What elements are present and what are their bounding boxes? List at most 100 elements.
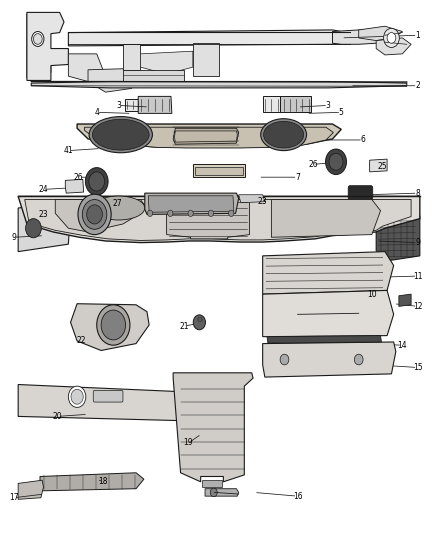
Polygon shape	[173, 128, 239, 144]
Circle shape	[87, 205, 102, 224]
Text: 5: 5	[339, 108, 344, 117]
Ellipse shape	[89, 117, 152, 153]
Polygon shape	[18, 201, 71, 252]
FancyBboxPatch shape	[348, 185, 373, 199]
Text: 26: 26	[74, 173, 83, 182]
Polygon shape	[370, 159, 387, 172]
Circle shape	[32, 31, 44, 46]
Text: 4: 4	[94, 108, 99, 117]
Polygon shape	[173, 373, 253, 482]
Polygon shape	[332, 30, 385, 44]
Circle shape	[101, 310, 126, 340]
Text: 9: 9	[415, 238, 420, 247]
Circle shape	[71, 389, 83, 404]
Ellipse shape	[92, 119, 149, 150]
Polygon shape	[25, 199, 411, 240]
Text: 11: 11	[413, 272, 422, 280]
Polygon shape	[280, 96, 311, 112]
Text: 19: 19	[184, 439, 193, 448]
Polygon shape	[18, 196, 420, 243]
Text: 1: 1	[415, 31, 420, 40]
Polygon shape	[195, 166, 243, 175]
Polygon shape	[205, 489, 239, 496]
Circle shape	[329, 154, 343, 170]
Polygon shape	[68, 200, 108, 214]
Ellipse shape	[261, 119, 307, 151]
Polygon shape	[27, 14, 51, 54]
Polygon shape	[65, 179, 84, 193]
Text: 7: 7	[295, 173, 300, 182]
Polygon shape	[71, 304, 149, 351]
Text: 8: 8	[415, 189, 420, 198]
Polygon shape	[376, 216, 420, 261]
Circle shape	[193, 315, 205, 330]
Circle shape	[148, 210, 152, 216]
Circle shape	[85, 167, 108, 195]
Polygon shape	[272, 199, 381, 237]
Circle shape	[33, 34, 42, 44]
Circle shape	[208, 210, 214, 216]
FancyBboxPatch shape	[93, 390, 123, 402]
Circle shape	[168, 210, 173, 216]
Circle shape	[25, 219, 41, 238]
Polygon shape	[68, 30, 350, 46]
Circle shape	[68, 386, 86, 407]
Polygon shape	[85, 127, 333, 148]
Text: 3: 3	[326, 101, 331, 110]
Circle shape	[89, 172, 105, 191]
Circle shape	[97, 305, 130, 345]
Polygon shape	[359, 26, 403, 41]
Polygon shape	[263, 96, 280, 112]
Circle shape	[82, 199, 107, 229]
Text: 9: 9	[11, 233, 16, 242]
Polygon shape	[145, 193, 239, 214]
Text: 23: 23	[258, 197, 268, 206]
Polygon shape	[267, 336, 381, 343]
Text: 41: 41	[64, 146, 73, 155]
Text: 15: 15	[413, 363, 423, 372]
Polygon shape	[55, 199, 145, 232]
Ellipse shape	[264, 122, 304, 148]
Polygon shape	[376, 38, 411, 55]
Text: 27: 27	[113, 199, 123, 208]
Polygon shape	[263, 290, 394, 337]
Polygon shape	[138, 96, 172, 114]
Polygon shape	[18, 480, 43, 499]
Circle shape	[384, 28, 399, 47]
Polygon shape	[18, 384, 182, 421]
Polygon shape	[31, 82, 407, 88]
Text: 25: 25	[378, 162, 388, 171]
Polygon shape	[125, 99, 141, 111]
Polygon shape	[166, 199, 250, 239]
Polygon shape	[201, 480, 223, 487]
Polygon shape	[193, 165, 245, 177]
Text: 21: 21	[179, 321, 189, 330]
Polygon shape	[193, 43, 219, 76]
Text: 14: 14	[398, 341, 407, 350]
Text: 6: 6	[360, 135, 366, 144]
Polygon shape	[263, 252, 394, 294]
Polygon shape	[68, 54, 106, 82]
Text: 12: 12	[413, 302, 422, 311]
Polygon shape	[40, 473, 144, 491]
Polygon shape	[88, 69, 132, 92]
Circle shape	[354, 354, 363, 365]
Text: 26: 26	[308, 160, 318, 169]
Circle shape	[387, 33, 396, 43]
Circle shape	[210, 488, 217, 497]
Polygon shape	[148, 196, 234, 212]
Polygon shape	[27, 54, 51, 80]
Text: 16: 16	[293, 491, 302, 500]
Circle shape	[280, 354, 289, 365]
Text: 17: 17	[9, 493, 18, 502]
Text: 20: 20	[53, 412, 62, 421]
Circle shape	[229, 210, 234, 216]
Polygon shape	[263, 342, 396, 377]
Text: 23: 23	[39, 210, 48, 219]
Polygon shape	[123, 70, 184, 82]
Text: 22: 22	[77, 336, 86, 345]
Polygon shape	[123, 44, 141, 70]
Text: 24: 24	[39, 185, 48, 194]
Polygon shape	[27, 12, 68, 80]
Circle shape	[325, 149, 346, 174]
